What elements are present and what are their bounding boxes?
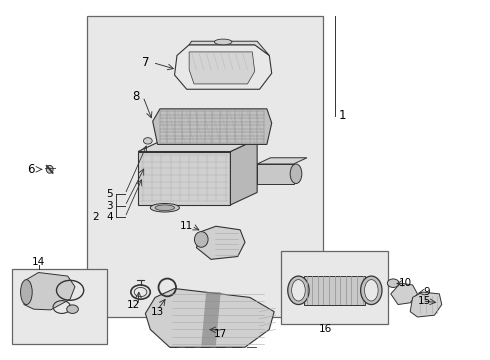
- Ellipse shape: [150, 203, 179, 212]
- Ellipse shape: [46, 165, 53, 173]
- Text: 10: 10: [399, 278, 412, 288]
- Text: 16: 16: [318, 324, 332, 334]
- Ellipse shape: [144, 138, 152, 144]
- Ellipse shape: [292, 280, 305, 301]
- Bar: [281, 251, 388, 324]
- Ellipse shape: [388, 279, 399, 288]
- Polygon shape: [196, 226, 245, 259]
- Polygon shape: [257, 158, 307, 164]
- Ellipse shape: [290, 164, 302, 184]
- Polygon shape: [304, 276, 365, 305]
- Polygon shape: [391, 283, 417, 305]
- Polygon shape: [153, 109, 272, 144]
- Polygon shape: [230, 139, 257, 205]
- Polygon shape: [410, 292, 442, 317]
- Polygon shape: [138, 139, 257, 152]
- Text: 4: 4: [107, 212, 113, 222]
- Bar: [87, 16, 323, 317]
- Text: 15: 15: [418, 296, 431, 306]
- Polygon shape: [138, 152, 230, 205]
- Ellipse shape: [361, 276, 382, 305]
- Bar: [12, 269, 106, 344]
- Text: 3: 3: [107, 201, 113, 211]
- Polygon shape: [257, 164, 294, 184]
- Text: 12: 12: [126, 300, 140, 310]
- Ellipse shape: [365, 280, 378, 301]
- Text: 5: 5: [107, 189, 113, 199]
- Ellipse shape: [288, 276, 309, 305]
- Polygon shape: [174, 45, 272, 89]
- Text: 7: 7: [142, 56, 149, 69]
- Ellipse shape: [195, 231, 208, 247]
- Polygon shape: [146, 288, 274, 347]
- Text: 2: 2: [92, 212, 98, 222]
- Polygon shape: [189, 52, 255, 84]
- Text: 9: 9: [424, 287, 431, 297]
- Ellipse shape: [155, 205, 174, 211]
- Ellipse shape: [67, 305, 78, 314]
- Text: 17: 17: [214, 329, 227, 339]
- Text: 8: 8: [132, 90, 139, 103]
- Polygon shape: [189, 41, 270, 55]
- Text: 1: 1: [339, 109, 346, 122]
- Text: 13: 13: [151, 307, 164, 317]
- Text: 11: 11: [180, 221, 194, 231]
- Text: 14: 14: [32, 257, 45, 267]
- Polygon shape: [201, 292, 220, 346]
- Text: 6: 6: [27, 163, 35, 176]
- Ellipse shape: [21, 280, 32, 305]
- Ellipse shape: [215, 39, 232, 45]
- Polygon shape: [24, 273, 75, 310]
